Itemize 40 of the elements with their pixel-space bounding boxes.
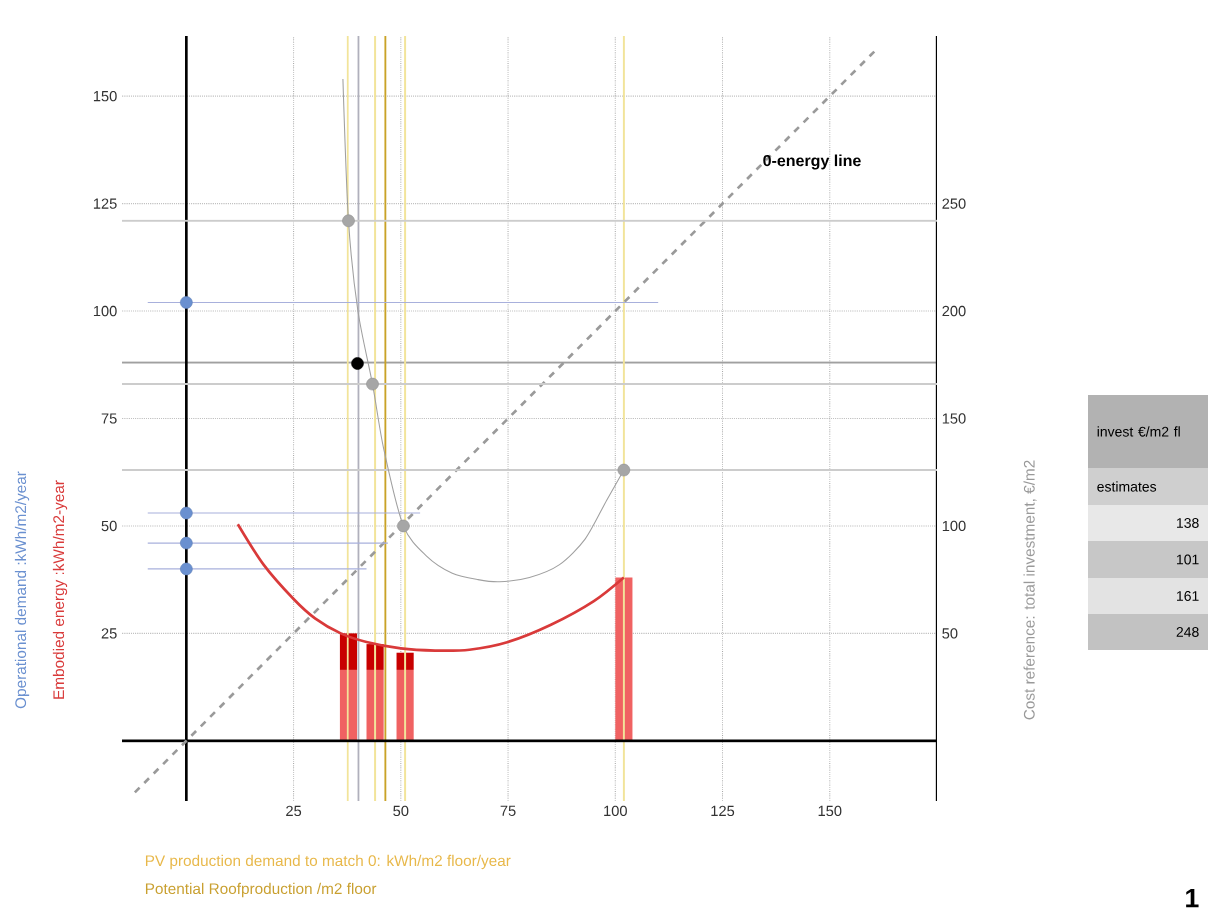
text: 161 <box>1177 591 1199 601</box>
text: Potential Roofproduction /m2 floor <box>145 882 377 898</box>
y2-tick-label: 50 <box>942 628 958 639</box>
text: 138 <box>1177 518 1199 528</box>
text: 1 <box>1186 888 1199 908</box>
point <box>180 296 193 309</box>
x-tick-label: 25 <box>286 805 302 817</box>
y2-tick-label: 150 <box>942 413 966 424</box>
text: 248 <box>1176 627 1199 637</box>
x-tick-label: 150 <box>818 805 842 817</box>
point <box>342 214 355 228</box>
x-axis-title: PV production demand to match 0: kWh/m2 floor/year <box>145 854 511 870</box>
line-series <box>236 522 626 653</box>
point <box>180 506 193 520</box>
annotation: 0-energy line <box>763 154 861 170</box>
y-tick-label: 125 <box>93 198 117 209</box>
y2-tick-label: 200 <box>942 305 966 317</box>
point <box>366 377 379 391</box>
y-tick-label: 75 <box>101 413 117 424</box>
text: invest €/m2 fl <box>1097 426 1180 437</box>
text: 101 <box>1177 554 1199 565</box>
y-tick-label: 50 <box>101 520 117 532</box>
y2-tick-label: 100 <box>942 520 966 532</box>
x-tick-label: 50 <box>393 805 409 817</box>
y2-axis-title: Cost reference: total investment, €/m2 <box>1023 460 1037 720</box>
y-tick-label: 25 <box>101 628 117 639</box>
text: Embodied energy :kWh/m2-year <box>52 480 68 699</box>
point <box>351 357 364 370</box>
point <box>617 463 631 477</box>
y-tick-label: 100 <box>93 305 117 317</box>
x-tick-label: 100 <box>604 805 627 817</box>
text: estimates <box>1097 481 1157 492</box>
x-tick-label: 125 <box>711 805 735 817</box>
y-tick-label: 150 <box>93 90 117 102</box>
y2-tick-label: 250 <box>942 198 966 209</box>
text: Operational demand :kWh/m2/year <box>14 471 30 709</box>
point <box>180 536 193 550</box>
x-tick-label: 75 <box>500 805 516 816</box>
point <box>397 519 410 533</box>
point <box>180 562 193 576</box>
